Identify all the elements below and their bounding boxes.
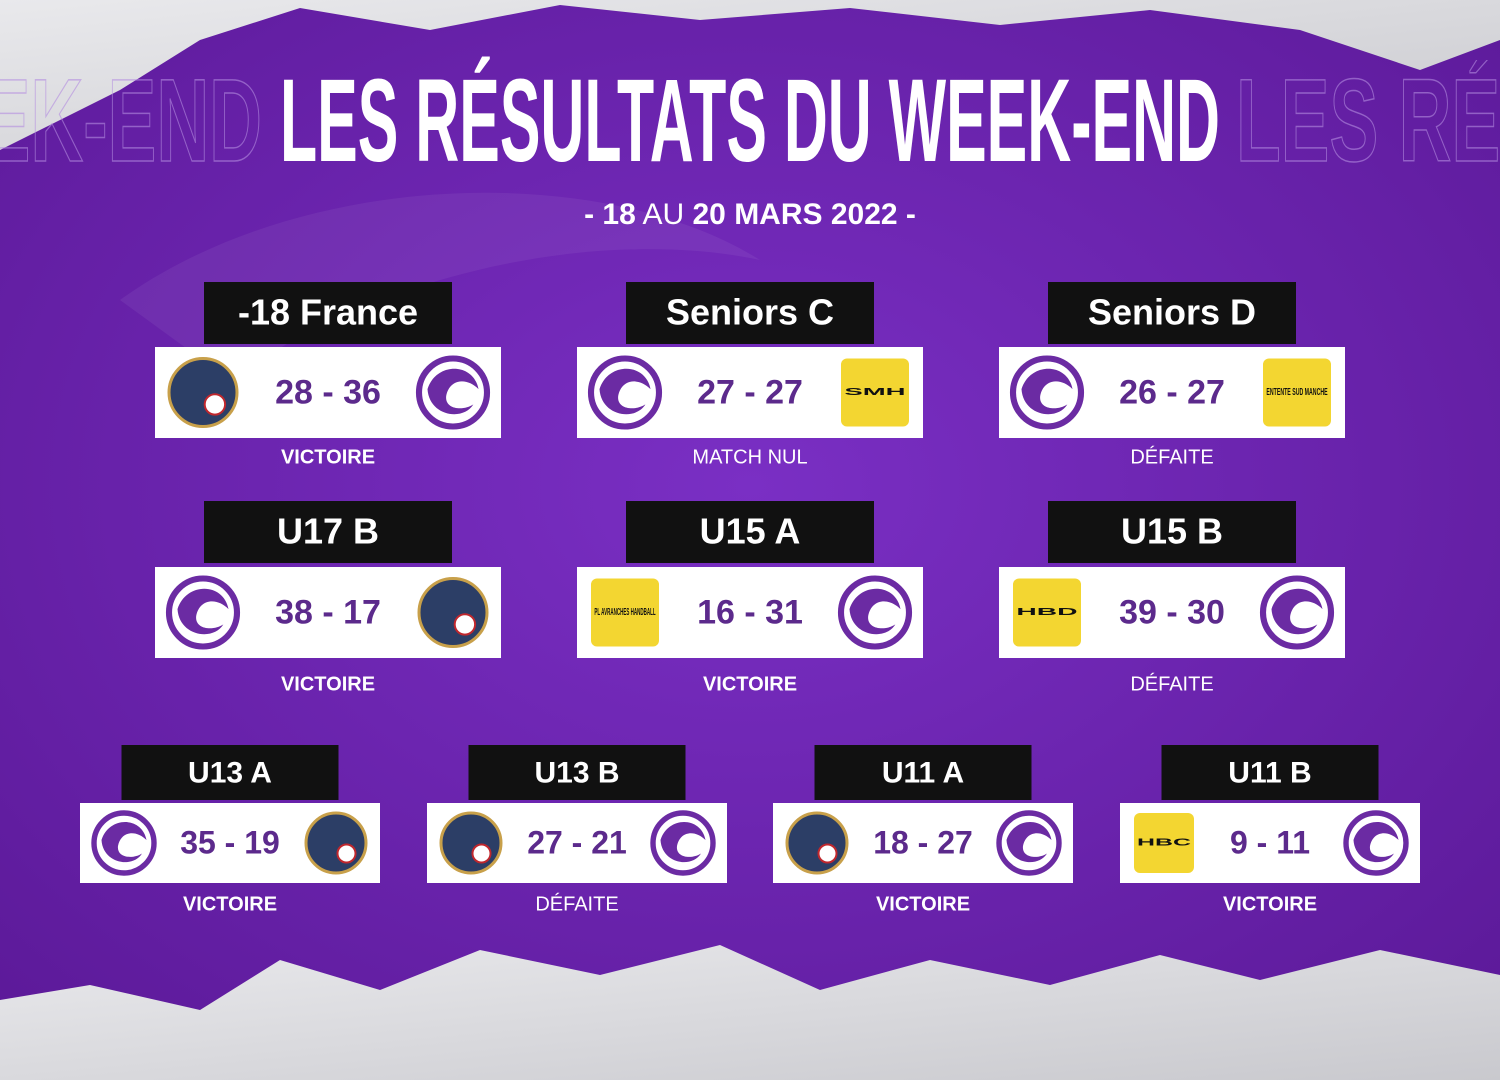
score: 9 - 11 [1230,824,1310,860]
team-label-box [1048,282,1296,344]
club-logo-eagle [1271,588,1323,635]
match-card: U11 B HBC 9 - 11 VICTOIRE [1120,745,1420,915]
score: 27 - 27 [697,373,803,411]
score: 27 - 21 [527,824,627,860]
match-card: U15 B HBD 39 - 30 DÉFAITE [999,501,1345,695]
club-logo-eagle [660,822,706,863]
result: MATCH NUL [692,446,807,468]
team-label: U15 B [1121,511,1223,552]
result: VICTOIRE [281,446,375,468]
team-label: -18 France [238,292,418,333]
opponent-logo [439,811,503,875]
match-card: U11 A 18 - 27 VICTOIRE [773,745,1073,915]
opponent-logo-detail [471,843,492,864]
result: VICTOIRE [703,673,797,695]
match-card: -18 France 28 - 36 VICTOIRE [155,282,501,468]
team-label: U11 A [882,756,964,789]
score: 38 - 17 [275,593,381,631]
opponent-logo [841,358,909,427]
team-label-box [626,282,874,344]
club-logo-eagle [427,368,479,415]
subtitle: - 18 AU 20 MARS 2022 - [584,198,916,231]
club-logo-eagle [177,588,229,635]
team-label: U17 B [277,511,379,552]
team-label: U13 B [534,756,619,789]
opponent-logo [1013,578,1081,647]
opponent-logo [304,811,368,875]
opponent-logo-text: ENTENTE SUD MANCHE [1266,387,1327,398]
club-logo-eagle [1006,822,1052,863]
score: 16 - 31 [697,593,803,631]
ghost-title-right: LES RÉSULTATS DU WEEK-END [1236,54,1500,186]
opponent-logo-text: HBC [1137,838,1191,849]
match-card: Seniors C SMH 27 - 27 MATCH NUL [577,282,923,468]
title: LES RÉSULTATS DU WEEK-END [280,55,1220,187]
match-card: Seniors D ENTENTE SUD MANCHE 26 - 27 DÉFAIT… [999,282,1345,468]
team-label-box [121,745,339,800]
match-card: U17 B 38 - 17 VICTOIRE [155,501,501,695]
opponent-logo-detail [817,843,838,864]
team-label: Seniors C [666,292,834,333]
opponent-logo [591,578,659,647]
match-card: U15 A PL AVRANCHES HANDBALL 16 - 31 VICTOIR… [577,501,923,695]
opponent-logo-detail [336,843,357,864]
team-label-box [1161,745,1379,800]
score: 39 - 30 [1119,593,1225,631]
club-logo-eagle [1353,822,1399,863]
team-label-box [204,282,452,344]
team-label-box [468,745,686,800]
torn-paper-top [0,0,1500,150]
team-label-box [204,501,452,563]
result: DÉFAITE [535,892,618,915]
score: 35 - 19 [180,824,280,860]
score: 26 - 27 [1119,373,1225,411]
match-card: U13 A 35 - 19 VICTOIRE [80,745,380,915]
result: DÉFAITE [1130,445,1213,468]
opponent-logo [1134,813,1194,873]
team-label: U13 A [188,756,272,789]
club-logo-eagle [101,822,147,863]
subtitle-to: 20 MARS 2022 - [692,198,915,231]
team-label: U15 A [700,511,801,552]
torn-paper-bottom [0,945,1500,1080]
result: DÉFAITE [1130,672,1213,695]
opponent-logo [417,577,489,648]
team-label-box [814,745,1032,800]
subtitle-middle: AU [642,198,684,231]
opponent-logo [1263,358,1331,427]
ghost-title-left: LES RÉSULTATS DU WEEK-END [0,54,262,186]
result: VICTOIRE [281,673,375,695]
opponent-logo-detail [453,613,477,636]
opponent-logo [167,357,239,428]
score: 18 - 27 [873,824,973,860]
result: VICTOIRE [876,893,970,915]
opponent-logo [785,811,849,875]
subtitle-from: - 18 [584,198,636,231]
opponent-logo-text: SMH [844,387,905,398]
team-label: Seniors D [1088,292,1256,333]
match-card: U13 B 27 - 21 DÉFAITE [427,745,727,915]
team-label-box [1048,501,1296,563]
opponent-logo-text: HBD [1016,607,1077,618]
opponent-logo-text: PL AVRANCHES HANDBALL [594,607,655,618]
team-label-box [626,501,874,563]
club-logo-eagle [849,588,901,635]
club-logo-eagle [1021,368,1073,415]
team-label: U11 B [1228,756,1311,789]
result: VICTOIRE [1223,893,1317,915]
opponent-logo-detail [203,393,227,416]
result: VICTOIRE [183,893,277,915]
score: 28 - 36 [275,373,381,411]
club-logo-eagle [599,368,651,415]
